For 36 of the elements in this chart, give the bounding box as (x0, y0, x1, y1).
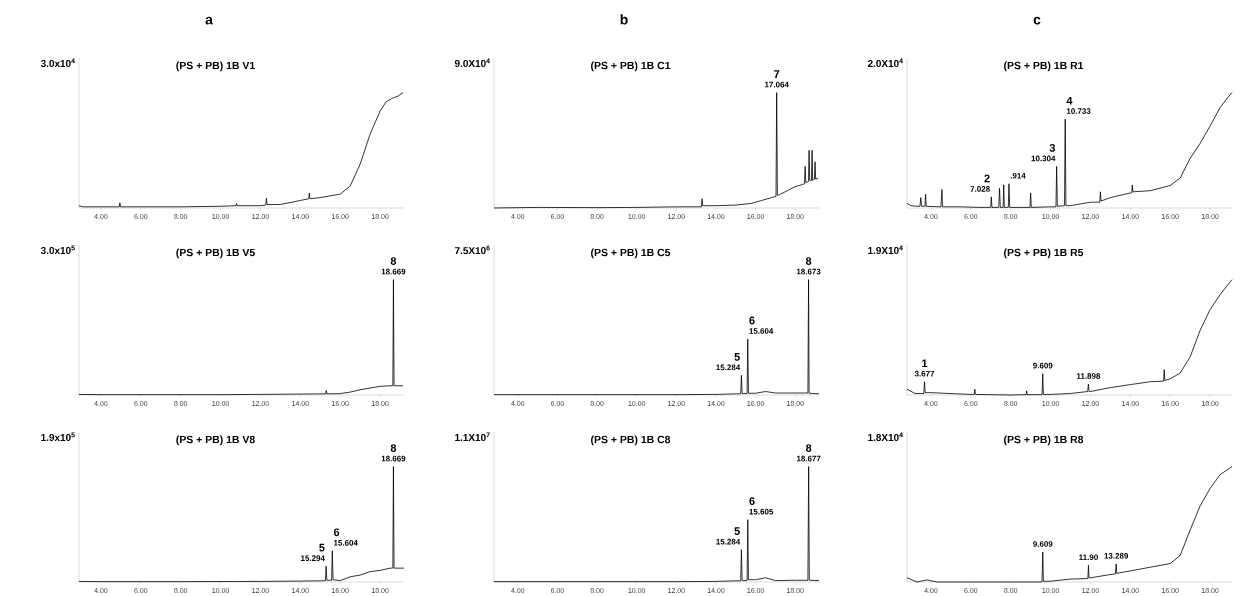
annotation: 6 (333, 528, 340, 537)
annotation: 5 (734, 527, 740, 535)
annotation: 8 (390, 257, 397, 265)
chart-title: (PS + PB) 1B C5 (591, 248, 671, 259)
text: 9.0X10$^{4}$ (454, 58, 490, 67)
text: 1.1X10$^{7}$ (455, 432, 490, 441)
annotation: 8 (390, 444, 397, 452)
text: 2.0X10$^{4}$ (867, 58, 903, 67)
annotation: 8 (805, 257, 812, 265)
text: 1.9X10$^{4}$ (868, 245, 903, 254)
chart-title: (PS + PB) 1B V1 (176, 61, 255, 72)
chart-title: (PS + PB) 1B C8 (591, 435, 671, 446)
chart-title: (PS + PB) 1B V5 (176, 248, 255, 259)
chart-title: (PS + PB) 1B V8 (176, 435, 255, 446)
annotation: 5 (319, 543, 325, 552)
annotation: 5 (734, 352, 740, 361)
annotation: 8 (805, 444, 812, 452)
annotation: 1 (922, 359, 928, 367)
annotation: 6 (749, 497, 755, 505)
text: b (620, 14, 628, 25)
chart-title: (PS + PB) 1B R8 (1004, 435, 1084, 446)
text: 7.5X10$^{6}$ (454, 245, 490, 254)
annotation: 7 (774, 70, 780, 78)
chart-title: (PS + PB) 1B R5 (1004, 248, 1084, 259)
text: 3.0x10$^{5}$ (40, 245, 75, 254)
chart-title: (PS + PB) 1B R1 (1004, 61, 1084, 72)
annotation: 3 (1049, 143, 1056, 152)
chart-title: (PS + PB) 1B C1 (591, 61, 671, 72)
annotation: 2 (984, 174, 990, 183)
text: 3.0x10$^{4}$ (40, 58, 75, 67)
text: 1.9x10$^{5}$ (41, 432, 75, 441)
annotation: 4 (1066, 96, 1073, 105)
text: 1.8X10$^{4}$ (868, 432, 903, 441)
annotation: 6 (749, 316, 755, 325)
text: c (1033, 16, 1041, 25)
text: a (205, 16, 213, 25)
